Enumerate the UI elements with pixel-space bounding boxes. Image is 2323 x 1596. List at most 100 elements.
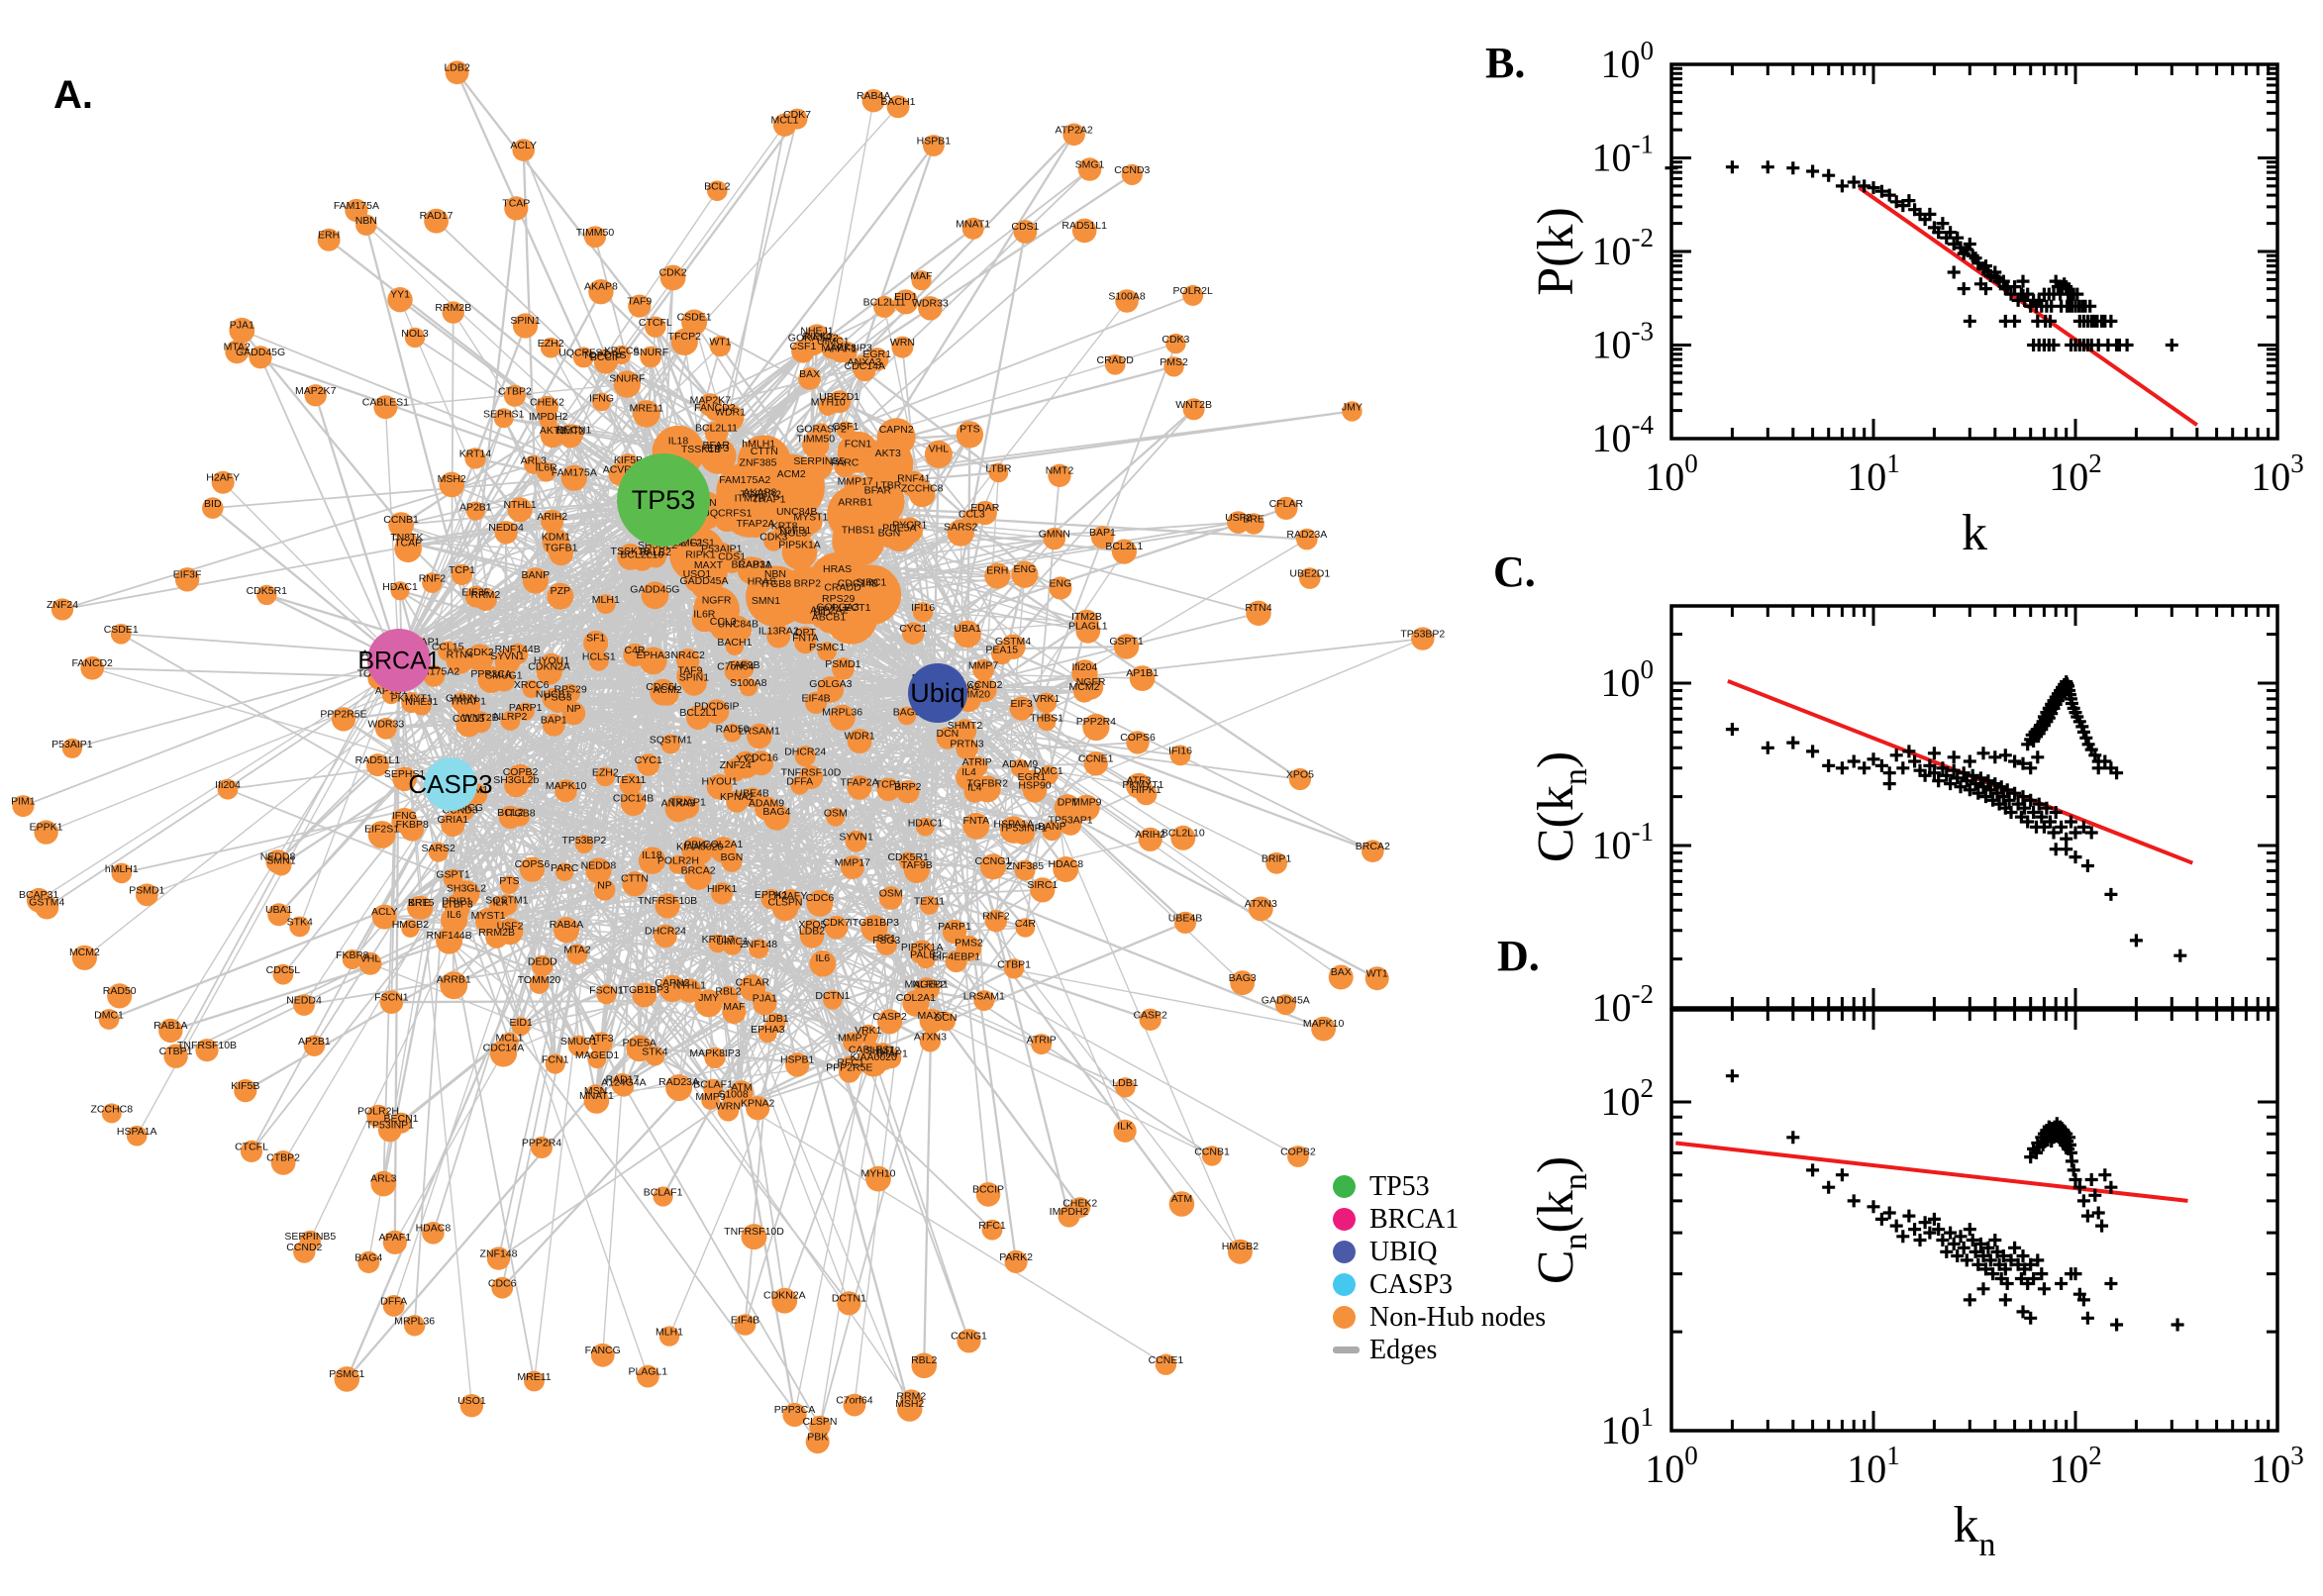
network-node [1071, 659, 1098, 686]
network-node-label: USO1 [683, 568, 712, 580]
network-node [558, 424, 583, 449]
network-node-label: BID [813, 606, 831, 618]
network-node [1049, 576, 1072, 600]
network-node [249, 346, 272, 369]
network-node [758, 1024, 777, 1044]
network-node-label: PRTN3 [950, 738, 983, 749]
network-node-label: CFLAR [736, 977, 770, 989]
network-node [34, 820, 58, 845]
network-node [357, 1250, 380, 1273]
network-node [404, 327, 426, 349]
network-node-label: PEA15 [985, 644, 1018, 655]
network-node-label: KIF5B [231, 1080, 259, 1092]
network-node-label: SYVN1 [839, 831, 873, 843]
network-node-label: FNTA [962, 815, 989, 827]
network-node [902, 989, 930, 1017]
network-node [908, 480, 936, 508]
network-node [962, 812, 990, 840]
network-node [781, 535, 818, 570]
network-node-label: BAX [1331, 966, 1352, 978]
network-node-label: ZCCHC8 [91, 1103, 134, 1115]
network-node-label: MRPL36 [822, 707, 862, 719]
network-node-label: CTBP2 [498, 385, 532, 397]
network-node-label: BCCIP [590, 351, 622, 363]
network-node [540, 423, 565, 449]
network-node-label: NLRP2 [493, 711, 527, 723]
network-node-label: CAPN2 [879, 424, 914, 436]
network-node-label: MAXT [918, 1010, 948, 1022]
network-node-label: NMT2 [1046, 465, 1074, 477]
network-node-label: ZNF24 [720, 759, 752, 771]
network-node-label: RAD51L1 [355, 754, 401, 766]
x-tick-label: 103 [2251, 1441, 2304, 1491]
network-node-label: CCND2 [286, 1242, 322, 1253]
network-node [636, 1364, 659, 1388]
network-node-label: YY1 [736, 753, 756, 765]
legend-item-casp3: CASP3 [1333, 1268, 1546, 1301]
network-node [747, 723, 772, 749]
network-node-label: EIF2S1 [364, 823, 399, 835]
network-node-label: PZP [551, 585, 570, 597]
network-node-label: UIMC1 [716, 936, 749, 948]
network-node-label: BAG4 [762, 806, 790, 818]
network-node-label: HDAC1 [908, 817, 944, 829]
network-node [299, 1230, 321, 1251]
network-node-label: CYC1 [635, 754, 662, 766]
network-node [817, 642, 837, 661]
network-node-label: EGR1 [1018, 771, 1047, 783]
network-node [524, 1370, 545, 1392]
network-node-label: ANXA3 [661, 797, 696, 809]
network-node-label: CDK2 [659, 266, 687, 278]
network-node [545, 1053, 565, 1074]
network-node [858, 1042, 885, 1068]
network-node [392, 766, 417, 792]
network-node-label: ENG [1050, 577, 1072, 589]
network-node-label: EPHA3 [636, 649, 670, 661]
network-node [446, 647, 473, 674]
network-node-label: GADD45G [236, 347, 285, 358]
network-node [653, 1186, 673, 1207]
network-node [1173, 911, 1197, 935]
network-node [202, 497, 224, 519]
network-node-label: HDAC8 [1049, 858, 1084, 870]
network-node [1073, 794, 1100, 822]
network-node-label: BCL2L1 [679, 707, 717, 719]
network-node [622, 871, 648, 897]
network-node-label: CTBP1 [159, 1046, 193, 1057]
network-node-label: BRIP1 [442, 896, 472, 908]
network-node [1042, 821, 1062, 842]
network-node-label: C7orf64 [717, 661, 755, 673]
network-node-label: EIF2S1 [680, 538, 715, 549]
network-node-label: ITM2B [1071, 611, 1102, 623]
network-node [345, 198, 368, 223]
network-node-label: COPB2 [1280, 1147, 1316, 1158]
network-node-label: CDC6 [806, 892, 835, 904]
network-node-label: HSP90 [1018, 780, 1051, 792]
network-node [491, 1276, 514, 1299]
network-node-label: HSPA1A [993, 819, 1034, 831]
network-node-label: ATRIP [962, 756, 992, 768]
network-node-label: PPP2R4 [522, 1138, 561, 1149]
network-node-label: GADD45A [679, 575, 728, 587]
network-node-label: FSCN1 [589, 984, 624, 996]
network-node-label: IL18 [642, 849, 662, 861]
network-node [555, 862, 574, 882]
network-node-label: APAF1 [825, 343, 858, 354]
network-node [984, 910, 1008, 933]
network-node-label: CCNG1 [975, 855, 1012, 867]
network-node-label: PIP5K1A [901, 942, 944, 953]
network-node-label: CDK5R1 [247, 585, 288, 597]
network-node-label: MAF [910, 270, 932, 282]
network-node-label: TP53BP2 [1400, 628, 1445, 640]
network-node-label: CDC6 [488, 1277, 517, 1289]
network-node-label: LRSAM1 [739, 725, 780, 737]
network-node-label: TGFBR2 [966, 778, 1008, 790]
network-node-label: RAB4A [550, 919, 583, 931]
network-node-label: EIF4EBP1 [932, 951, 980, 963]
network-node-label: CDS1 [1011, 221, 1039, 233]
y-axis-label: P(k) [1528, 207, 1584, 296]
network-node-label: BCLAF1 [644, 1187, 683, 1199]
network-node [522, 567, 549, 594]
network-node [746, 1096, 770, 1121]
network-node-label: CYC1 [899, 623, 927, 635]
